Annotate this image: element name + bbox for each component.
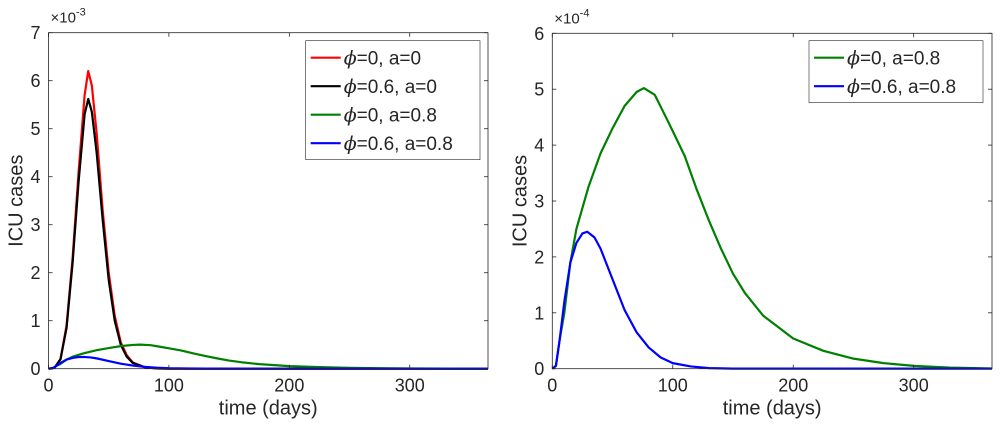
y-tick-label: 4 [534,136,544,156]
series-line-1 [551,86,993,370]
y-tick-label: 3 [30,215,40,235]
axis-exponent: ×10-3 [51,7,86,27]
y-tick-label: 6 [534,24,544,44]
x-axis-label: time (days) [219,398,318,420]
x-tick-label: 100 [658,376,688,396]
series-line-2 [551,230,993,370]
x-tick-label: 300 [395,376,425,396]
legend: ϕ=0, a=0.8 ϕ=0.6, a=0.8 [808,40,984,104]
legend-box [808,40,984,104]
y-tick-label: 2 [30,263,40,283]
legend-entry: ϕ=0.6, a=0 [344,76,437,98]
y-tick-label: 6 [30,71,40,91]
chart-1: 0 100 200 300 0 1 2 3 4 5 6 7 ×10-3 time (days) ICU ca… [6,7,489,420]
y-tick-label: 4 [30,167,40,187]
y-axis-label: ICU cases [6,155,28,247]
x-tick-label: 200 [778,376,808,396]
x-tick-label: 100 [154,376,184,396]
y-tick-label: 0 [30,359,40,379]
chart-2: 0 100 200 300 0 1 2 3 4 5 6 ×10-4 time (days) ICU cas… [509,7,993,420]
y-tick-label: 1 [534,303,544,323]
y-axis-label: ICU cases [509,155,531,247]
x-tick-label: 200 [274,376,304,396]
legend-entry: ϕ=0, a=0.8 [344,105,437,127]
y-tick-label: 7 [30,23,40,43]
legend-entry: ϕ=0, a=0 [344,48,421,70]
y-tick-label: 1 [30,311,40,331]
legend-entry: ϕ=0.6, a=0.8 [344,133,453,155]
y-tick-label: 5 [30,119,40,139]
legend-entry: ϕ=0.6, a=0.8 [847,76,956,98]
x-tick-label: 300 [899,376,929,396]
x-tick-label: 0 [547,376,557,396]
y-tick-label: 3 [534,192,544,212]
y-tick-label: 2 [534,247,544,267]
legend-box [305,40,481,161]
y-tick-label: 0 [534,359,544,379]
x-tick-label: 0 [43,376,53,396]
axes-box [48,32,489,370]
legend-entry: ϕ=0, a=0.8 [847,48,940,70]
legend: ϕ=0, a=0 ϕ=0.6, a=0 ϕ=0, a=0.8 ϕ=0.6, a=0.8 [305,40,481,161]
x-axis-label: time (days) [723,398,822,420]
axis-exponent: ×10-4 [554,7,589,27]
y-tick-label: 5 [534,80,544,100]
